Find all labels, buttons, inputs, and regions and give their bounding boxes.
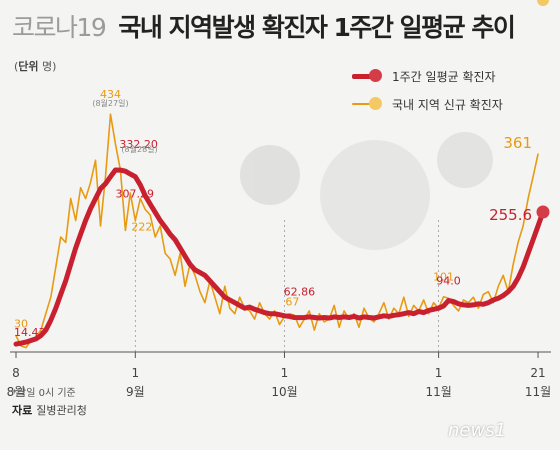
annotation-daily: 101 [433, 271, 454, 284]
legend-label-daily: 국내 지역 신규 확진자 [392, 97, 503, 112]
x-tick-month-label: 10월 [271, 385, 297, 399]
news1-logo: news1 [448, 420, 507, 441]
annotation-date-note: (8월27일) [92, 98, 128, 108]
x-tick-label: 8 [12, 366, 20, 380]
source-value: 질병관리청 [36, 404, 87, 417]
annotation-average: 94.0 [436, 275, 461, 288]
virus-decoration [240, 132, 493, 250]
legend: 1주간 일평균 확진자 국내 지역 신규 확진자 [352, 62, 503, 118]
x-tick-label: 21 [530, 366, 545, 380]
annotation-average: 255.6 [489, 206, 532, 224]
unit-value: 명 [42, 60, 53, 73]
title-main: 국내 지역발생 확진자 1주간 일평균 추이 [118, 13, 515, 42]
source-label: 자료 [12, 404, 33, 417]
x-tick-month-label: 11월 [425, 385, 451, 399]
legend-swatch-average [352, 69, 382, 83]
annotation-daily: 361 [503, 134, 532, 152]
annotation-average: 332.20 [119, 138, 158, 151]
series-line-average [13, 167, 546, 347]
x-tick-label: 1 [281, 366, 289, 380]
x-tick-month-label: 8월 [7, 385, 26, 399]
chart-title: 코로나19 국내 지역발생 확진자 1주간 일평균 추이 [12, 8, 516, 48]
x-tick-month-label: 11월 [525, 385, 551, 399]
legend-item-average: 1주간 일평균 확진자 [352, 62, 503, 90]
x-tick-label: 1 [435, 366, 443, 380]
legend-item-daily: 국내 지역 신규 확진자 [352, 90, 503, 118]
annotation-average: 307.29 [115, 188, 154, 201]
unit-key: 단위 [18, 60, 39, 73]
annotation-daily: 222 [131, 220, 152, 233]
annotation-daily: 434 [100, 88, 121, 101]
x-tick-label: 1 [132, 366, 140, 380]
endpoint-marker-daily [537, 0, 549, 6]
unit-label: (단위 명) [14, 60, 57, 73]
annotation-average: 62.86 [284, 286, 316, 299]
endpoint-marker-average [536, 205, 550, 219]
annotation-date-note: (8월28일) [121, 144, 157, 154]
annotation-daily: 30 [14, 318, 28, 331]
legend-swatch-daily [352, 97, 382, 111]
source: 자료 질병관리청 [12, 402, 87, 418]
annotation-average: 14.43 [14, 326, 46, 339]
footnote: *각일 0시 기준 [12, 388, 76, 399]
legend-label-average: 1주간 일평균 확진자 [392, 69, 496, 84]
annotation-daily: 67 [285, 295, 299, 308]
x-tick-month-label: 9월 [126, 385, 145, 399]
title-prefix: 코로나19 [12, 13, 107, 42]
